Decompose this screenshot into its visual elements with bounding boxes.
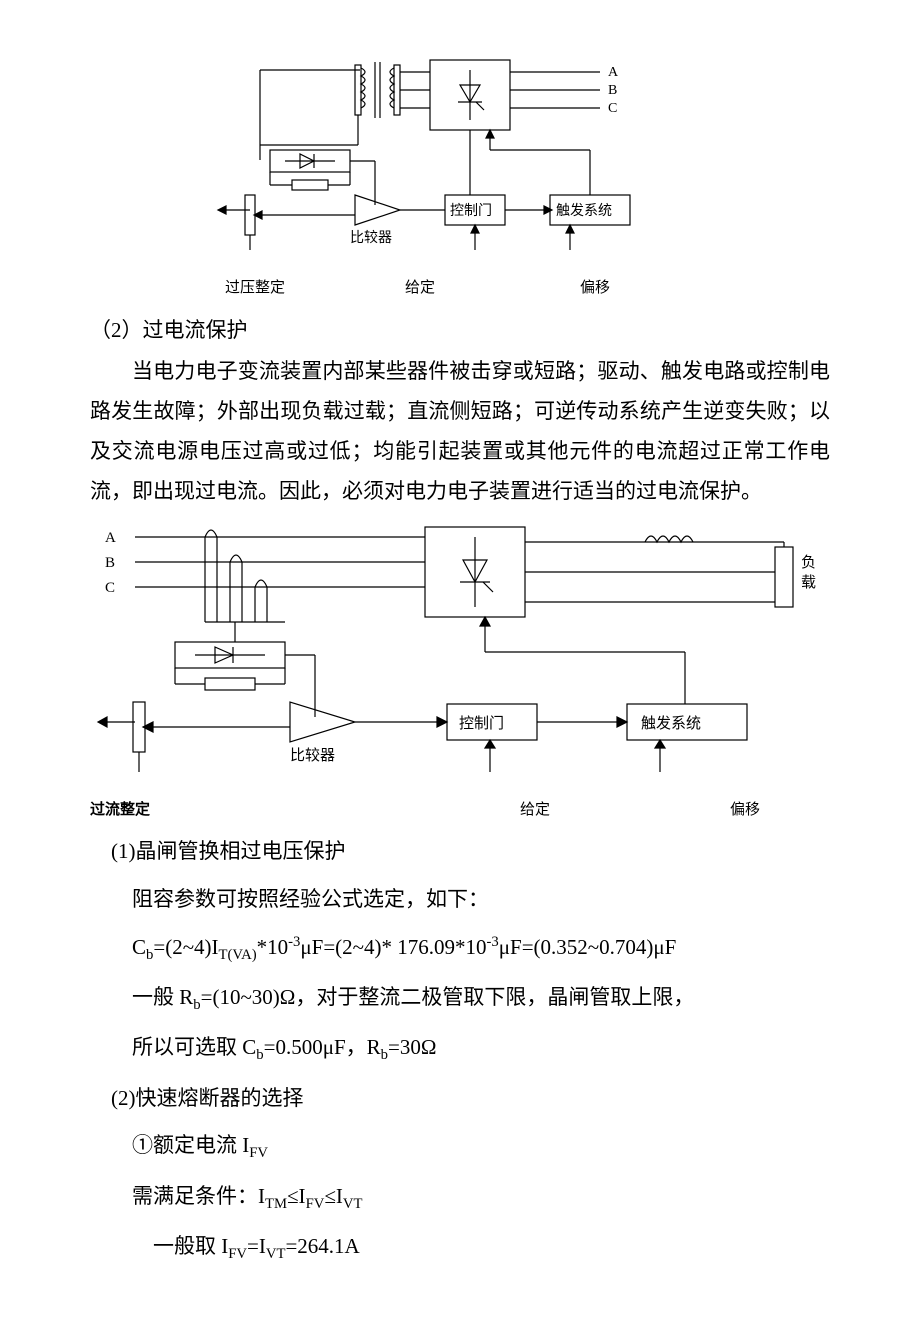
- item2-line1: ①额定电流 IFV: [90, 1126, 830, 1168]
- diagram1-caption-row: 过压整定 给定 偏移: [200, 274, 670, 303]
- phase-a-label-2: A: [105, 530, 116, 546]
- item1-line3: 一般 Rb=(10~30)Ω，对于整流二极管取下限，晶闸管取上限，: [90, 978, 830, 1020]
- item2-line3: 一般取 IFV=IVT=264.1A: [90, 1227, 830, 1269]
- phase-c-label-2: C: [105, 580, 115, 596]
- overvoltage-setting-caption: 过压整定: [200, 274, 310, 303]
- given-caption-2: 给定: [220, 796, 580, 825]
- given-caption: 给定: [310, 274, 530, 303]
- load-label-bot: 载: [801, 574, 816, 591]
- item2-line2: 需满足条件：ITM≤IFV≤IVT: [90, 1177, 830, 1219]
- comparator-label-2: 比较器: [290, 746, 335, 764]
- item2-heading: (2)快速熔断器的选择: [90, 1079, 830, 1119]
- trigger-system-label: 触发系统: [556, 203, 612, 219]
- phase-b-label-2: B: [105, 555, 115, 571]
- trigger-system-label-2: 触发系统: [641, 715, 701, 732]
- phase-a-label: A: [608, 65, 619, 80]
- control-gate-label-2: 控制门: [459, 715, 504, 732]
- section-overcurrent-heading: （2）过电流保护: [90, 311, 830, 351]
- overcurrent-setting-caption: 过流整定: [90, 796, 220, 825]
- phase-c-label: C: [608, 101, 617, 116]
- control-gate-label: 控制门: [450, 203, 492, 219]
- overvoltage-protection-diagram: A B C 控制门 触发系统 比较器: [200, 50, 670, 270]
- diagram2-caption-row: 过流整定 给定 偏移: [90, 796, 830, 825]
- overcurrent-paragraph: 当电力电子变流装置内部某些器件被击穿或短路；驱动、触发电路或控制电路发生故障；外…: [90, 352, 830, 512]
- comparator-label: 比较器: [350, 230, 392, 246]
- load-label-top: 负: [801, 554, 816, 571]
- item1-heading: (1)晶闸管换相过电压保护: [90, 832, 830, 872]
- offset-caption: 偏移: [530, 274, 660, 303]
- item1-line4: 所以可选取 Cb=0.500μF，Rb=30Ω: [90, 1028, 830, 1070]
- overcurrent-protection-diagram: A B C 负 载 控制门 触发系统 比较器: [85, 522, 825, 792]
- phase-b-label: B: [608, 83, 617, 98]
- item1-line1: 阻容参数可按照经验公式选定，如下：: [90, 880, 830, 920]
- offset-caption-2: 偏移: [580, 796, 760, 825]
- item1-formula: Cb=(2~4)IT(VA)*10-3μF=(2~4)* 176.09*10-3…: [90, 928, 830, 970]
